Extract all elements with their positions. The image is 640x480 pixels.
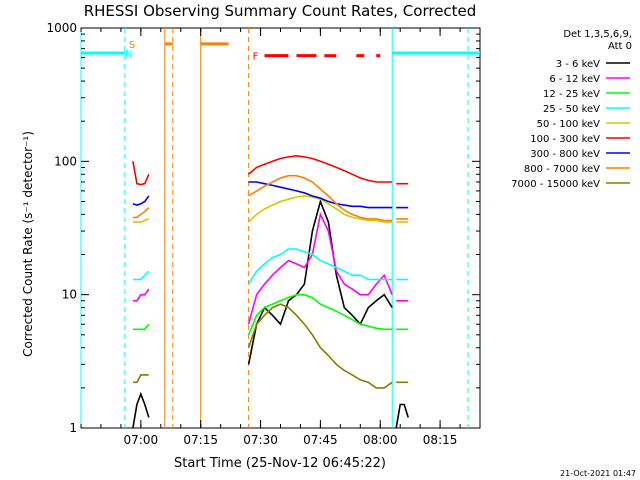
series-line <box>248 181 393 209</box>
legend-header: Det 1,3,5,6,9, <box>563 29 632 40</box>
legend-entry-label: 50 - 100 keV <box>537 119 601 130</box>
y-tick-label: 1 <box>69 421 77 435</box>
y-axis-label: Corrected Count Rate (s⁻¹ detector⁻¹) <box>21 131 35 357</box>
legend-entry-label: 3 - 6 keV <box>556 59 600 70</box>
y-tick-label: 10 <box>62 288 77 302</box>
x-tick-label: 08:00 <box>363 433 398 447</box>
legend-entry-label: 300 - 800 keV <box>530 149 600 160</box>
flag-label: F <box>253 52 259 63</box>
chart-title: RHESSI Observing Summary Count Rates, Co… <box>84 2 477 20</box>
series-line <box>247 211 393 325</box>
x-tick-label: 07:30 <box>243 433 278 447</box>
series-line <box>132 270 150 281</box>
y-tick-label: 100 <box>54 154 77 168</box>
x-tick-label: 07:45 <box>303 433 338 447</box>
series-line <box>132 161 150 186</box>
series-line <box>132 374 149 384</box>
series-line <box>132 207 150 219</box>
series-line <box>247 198 393 365</box>
series-line <box>132 323 150 331</box>
legend-entry-label: 800 - 7000 keV <box>524 164 600 175</box>
annotation-layer: SN F <box>80 28 480 428</box>
legend-entry-label: 7000 - 15000 keV <box>511 179 600 190</box>
x-tick-label: 07:15 <box>183 433 218 447</box>
series-line <box>247 293 393 336</box>
plot-frame <box>80 27 481 429</box>
flag-label: N <box>125 49 132 60</box>
x-tick-label: 08:15 <box>423 433 458 447</box>
series-line <box>132 288 150 302</box>
series-line <box>132 218 150 223</box>
series-line <box>248 195 393 223</box>
legend-entry-label: 100 - 300 keV <box>530 134 600 145</box>
series-line <box>395 403 409 429</box>
legend-entry-label: 12 - 25 keV <box>543 89 600 100</box>
series-line <box>247 303 393 389</box>
series-line <box>132 391 150 429</box>
legend: Det 1,3,5,6,9,Att 0 3 - 6 keV 6 - 12 keV 12… <box>511 29 632 190</box>
series-layer <box>132 154 409 429</box>
legend-header: Att 0 <box>608 41 632 52</box>
series-line <box>132 195 150 206</box>
axes-frame <box>80 27 481 429</box>
series-line <box>248 174 393 222</box>
timestamp-footer: 21-Oct-2021 01:47 <box>560 469 636 478</box>
series-line <box>248 154 393 183</box>
x-tick-label: 07:00 <box>124 433 159 447</box>
x-axis-label: Start Time (25-Nov-12 06:45:22) <box>174 456 386 471</box>
legend-entry-label: 6 - 12 keV <box>549 74 600 85</box>
series-line <box>247 248 393 285</box>
legend-entry-label: 25 - 50 keV <box>543 104 600 115</box>
tick-layer: 1 10 100 1000 07:00 07:15 07:30 07:45 08:00 08:15 <box>46 21 481 447</box>
flag-label: S <box>129 40 135 51</box>
y-tick-label: 1000 <box>46 21 77 35</box>
